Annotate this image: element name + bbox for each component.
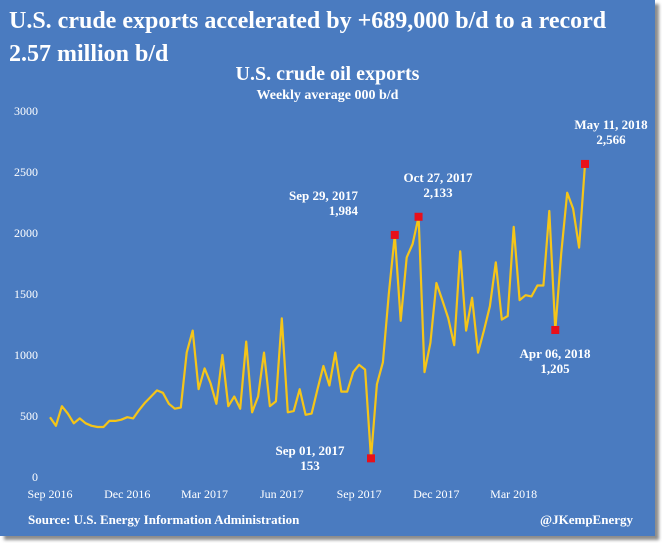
annotation-value: 1,984 bbox=[329, 203, 359, 218]
x-tick-label: Mar 2017 bbox=[181, 487, 228, 501]
highlight-marker bbox=[551, 325, 560, 334]
annotation-date: Oct 27, 2017 bbox=[404, 170, 473, 185]
y-tick-label: 1000 bbox=[14, 348, 38, 362]
headline: U.S. crude exports accelerated by +689,0… bbox=[9, 8, 607, 67]
x-tick-label: Sep 2017 bbox=[337, 487, 382, 501]
series-line-crude-exports bbox=[49, 163, 587, 460]
highlight-marker bbox=[390, 230, 399, 239]
annotation-value: 2,566 bbox=[596, 132, 626, 147]
chart-panel: U.S. crude exports accelerated by +689,0… bbox=[0, 0, 655, 536]
x-tick-label: Mar 2018 bbox=[490, 487, 537, 501]
annotation-date: Apr 06, 2018 bbox=[520, 346, 591, 361]
y-tick-label: 500 bbox=[20, 409, 38, 423]
annotation-value: 153 bbox=[300, 458, 320, 473]
x-tick-label: Jun 2017 bbox=[260, 487, 304, 501]
highlight-marker bbox=[414, 212, 423, 221]
highlight-marker bbox=[581, 159, 589, 168]
x-tick-label: Dec 2017 bbox=[413, 487, 459, 501]
y-tick-label: 3000 bbox=[14, 104, 38, 118]
source-note: Source: U.S. Energy Information Administ… bbox=[28, 512, 300, 527]
annotation-date: Sep 01, 2017 bbox=[276, 443, 345, 458]
y-tick-label: 1500 bbox=[14, 287, 38, 301]
x-tick-label: Dec 2016 bbox=[104, 487, 150, 501]
y-tick-label: 2500 bbox=[14, 165, 38, 179]
x-tick-label: Sep 2016 bbox=[28, 487, 73, 501]
author-handle: @JKempEnergy bbox=[540, 512, 633, 527]
annotation-date: Sep 29, 2017 bbox=[289, 188, 358, 203]
annotation-date: May 11, 2018 bbox=[574, 117, 648, 132]
annotation-value: 1,205 bbox=[540, 361, 570, 376]
highlight-marker bbox=[367, 454, 375, 463]
y-tick-label: 2000 bbox=[14, 226, 38, 240]
line-chart: 0 500 1000 1500 2000 2500 3000 Sep 2016 Dec 2016… bbox=[14, 104, 648, 501]
chart-subtitle: Weekly average 000 b/d bbox=[256, 88, 399, 103]
annotation-value: 2,133 bbox=[423, 185, 453, 200]
chart-title: U.S. crude oil exports bbox=[235, 63, 420, 85]
y-tick-label: 0 bbox=[32, 470, 38, 484]
